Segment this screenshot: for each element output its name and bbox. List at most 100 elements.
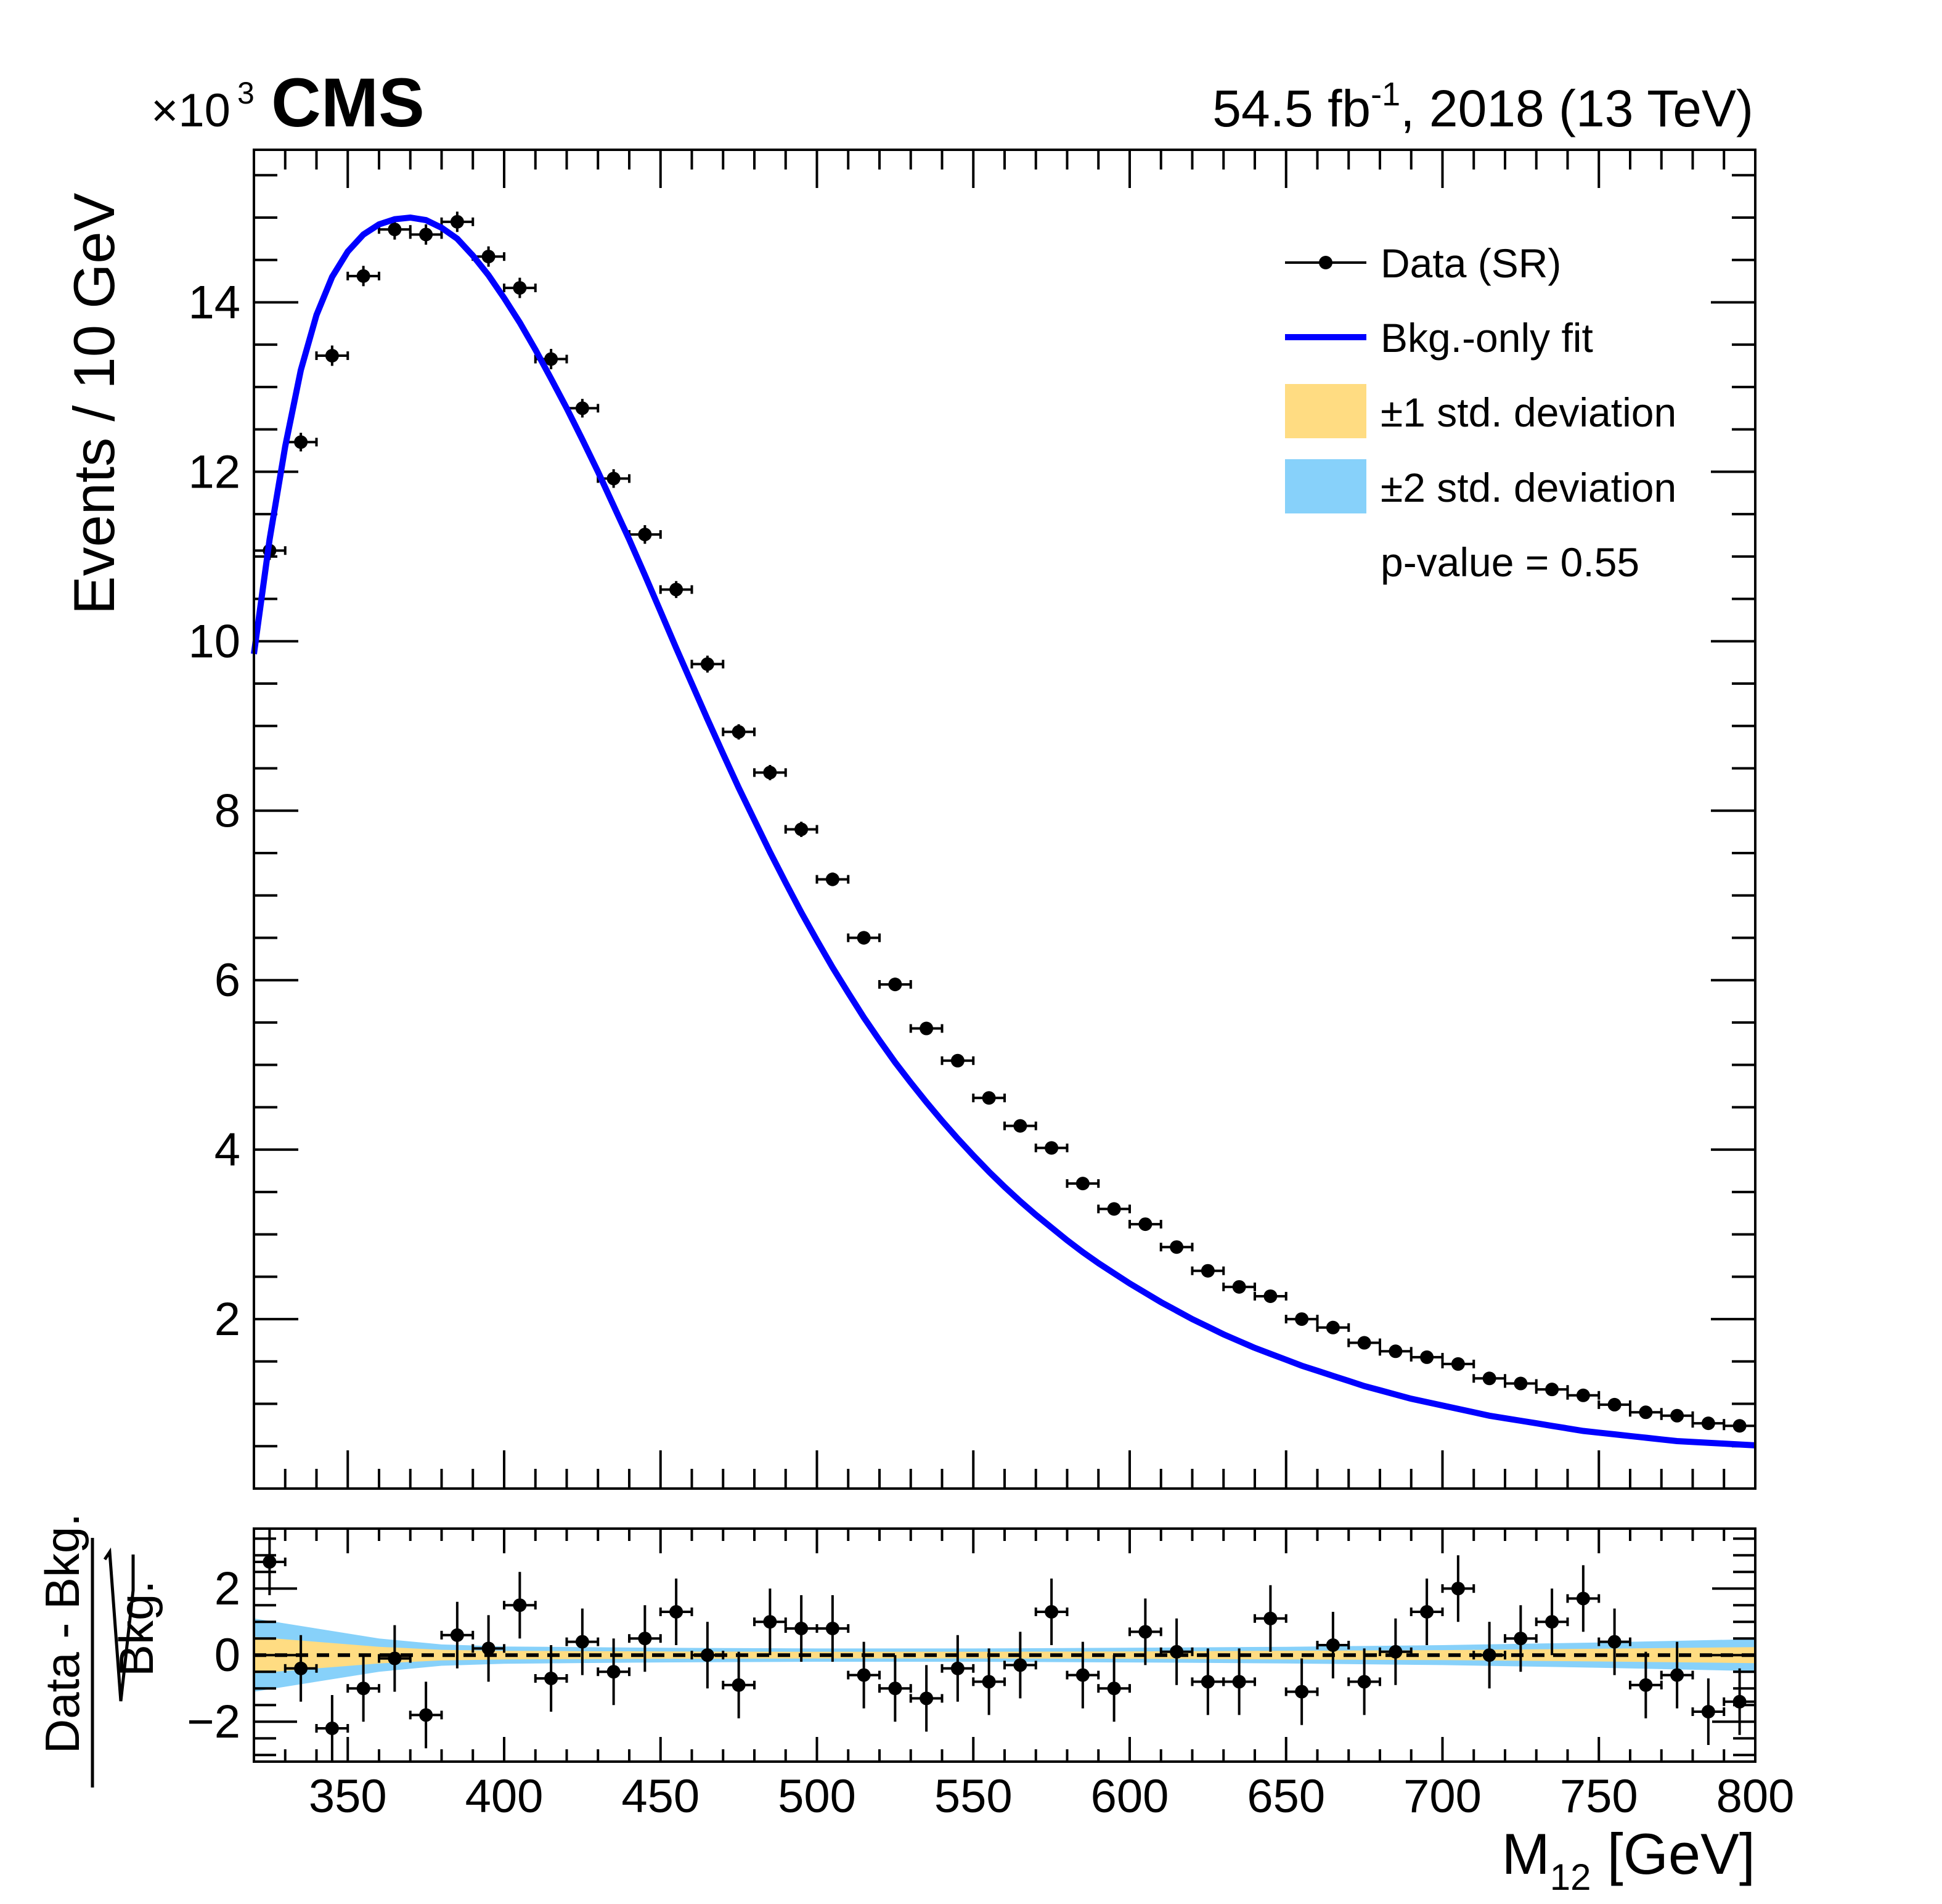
data-point	[659, 1579, 693, 1645]
data-marker	[669, 1605, 683, 1619]
data-point	[1566, 1565, 1601, 1632]
data-marker	[1389, 1645, 1403, 1659]
data-marker	[1201, 1264, 1215, 1278]
data-point	[1629, 1651, 1663, 1718]
data-marker	[1138, 1625, 1153, 1639]
data-marker	[1701, 1705, 1715, 1718]
data-point	[1034, 1579, 1069, 1645]
x-tick-label: 350	[309, 1770, 387, 1823]
data-point	[346, 1655, 380, 1722]
data-marker	[450, 215, 464, 229]
legend: Data (SR) Bkg.-only fit ±1 std. deviatio…	[1285, 240, 1676, 585]
ratio-panel: −2 0 2 350 400 450 500 550 600 650 700 750 800	[187, 1527, 1794, 1823]
main-x-ticks	[284, 150, 1756, 1489]
ratio-band-1sigma	[254, 1636, 1755, 1673]
data-point	[1191, 1264, 1225, 1278]
x-label-main: M	[1501, 1821, 1549, 1886]
data-marker	[1075, 1668, 1090, 1682]
data-point	[597, 1638, 630, 1706]
data-point	[628, 525, 662, 544]
data-marker	[1670, 1668, 1684, 1682]
data-marker	[1576, 1591, 1590, 1606]
data-point	[753, 765, 787, 780]
y-tick-label: 2	[214, 1293, 240, 1346]
legend-band1-swatch	[1285, 384, 1366, 438]
lumi-suffix: , 2018 (13 TeV)	[1400, 80, 1753, 137]
data-marker	[1138, 1217, 1153, 1232]
data-marker	[732, 1678, 746, 1692]
data-marker	[575, 401, 589, 415]
data-point	[1003, 1119, 1037, 1133]
data-marker	[1670, 1408, 1684, 1423]
data-marker	[638, 528, 652, 542]
data-marker	[544, 352, 558, 366]
data-point	[1723, 1668, 1756, 1735]
data-point	[1441, 1357, 1475, 1371]
data-marker	[763, 766, 777, 780]
data-marker	[825, 872, 839, 886]
data-point	[1066, 1641, 1100, 1709]
data-marker	[481, 1641, 496, 1656]
data-point	[1629, 1405, 1663, 1420]
data-point	[690, 1622, 725, 1689]
data-marker	[982, 1091, 996, 1105]
data-marker	[1295, 1685, 1309, 1699]
main-y-ticks: 2 4 6 8 10 12 14	[188, 174, 1755, 1448]
data-point	[440, 211, 475, 232]
data-marker	[1732, 1419, 1747, 1433]
data-point	[1347, 1648, 1381, 1715]
legend-data-label: Data (SR)	[1381, 240, 1561, 286]
data-marker	[857, 1668, 871, 1682]
data-point	[847, 931, 881, 945]
data-marker	[1013, 1119, 1027, 1133]
data-point	[1597, 1608, 1631, 1675]
legend-band2-label: ±2 std. deviation	[1381, 465, 1676, 510]
data-marker	[513, 1598, 527, 1612]
y-tick-label: 12	[188, 446, 240, 498]
ratio-y-tick-label: 0	[214, 1629, 240, 1681]
data-point	[1535, 1383, 1569, 1397]
main-frame	[253, 149, 1756, 1490]
data-marker	[1263, 1289, 1278, 1303]
ratio-y-label-sqrt-sign	[103, 1547, 135, 1702]
lumi-value: 54.5 fb	[1212, 80, 1371, 137]
data-marker	[1451, 1357, 1465, 1371]
data-marker	[606, 472, 621, 486]
data-marker	[1701, 1416, 1715, 1431]
ratio-y-tick-label: −2	[187, 1696, 240, 1748]
y-tick-label: 10	[188, 615, 240, 668]
data-marker	[325, 1722, 339, 1735]
data-point	[378, 219, 412, 240]
data-point	[1723, 1419, 1756, 1433]
ratio-y-label-numerator: Data - Bkg.	[35, 1513, 89, 1754]
data-point	[409, 1681, 443, 1749]
legend-data-marker	[1319, 256, 1332, 269]
data-marker	[1607, 1397, 1622, 1412]
data-point	[1504, 1376, 1538, 1391]
data-marker	[1451, 1582, 1465, 1596]
data-point	[847, 1641, 881, 1709]
data-point	[503, 1572, 537, 1639]
data-point	[1347, 1336, 1381, 1350]
data-point	[1128, 1598, 1162, 1665]
legend-band2-swatch	[1285, 459, 1366, 513]
data-marker	[1107, 1681, 1121, 1696]
lumi-sup: -1	[1371, 76, 1400, 113]
y-tick-label: 6	[214, 954, 240, 1007]
data-point	[815, 1595, 850, 1662]
data-point	[1284, 1312, 1319, 1326]
data-point	[1254, 1585, 1287, 1652]
x-tick-label: 500	[778, 1770, 856, 1823]
x-label-sub: 12	[1550, 1857, 1591, 1898]
data-point	[1254, 1289, 1287, 1303]
data-marker	[1420, 1605, 1434, 1619]
data-point	[972, 1091, 1006, 1105]
data-marker	[513, 281, 527, 295]
data-point	[1222, 1280, 1256, 1294]
data-marker	[700, 657, 714, 671]
data-marker	[1075, 1177, 1090, 1191]
data-point	[753, 1588, 787, 1656]
data-marker	[1045, 1141, 1059, 1155]
data-point	[409, 224, 443, 245]
